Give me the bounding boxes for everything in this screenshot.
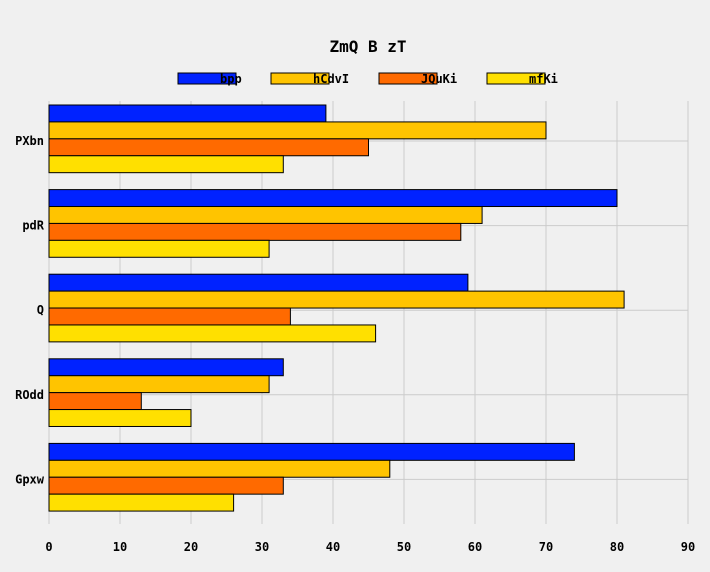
x-axis-ticks: 0 10 20 30 40 50 60 70 80 90 [45, 540, 695, 554]
bar-mfKi-ROdd [48, 409, 192, 427]
y-axis-ticks: PXbn pdR Q ROdd Gpxw [15, 134, 45, 486]
x-tick-label: 50 [397, 540, 411, 554]
y-tick-label: PXbn [15, 134, 44, 148]
bar-hCdvI-Gpxw [48, 459, 391, 478]
legend: bpp hCdvI JQuKi mfKi [177, 72, 558, 86]
y-tick-label: ROdd [15, 388, 44, 402]
bar-JQuKi-pdR [48, 222, 462, 241]
chart-title: ZmQ B zT [329, 37, 406, 56]
x-tick-label: 90 [681, 540, 695, 554]
x-tick-label: 20 [184, 540, 198, 554]
bar-hCdvI-Q [48, 290, 625, 309]
x-tick-label: 30 [255, 540, 269, 554]
bar-JQuKi-Gpxw [48, 476, 284, 495]
bar-hCdvI-ROdd [48, 375, 270, 394]
bar-JQuKi-PXbn [48, 138, 369, 157]
x-tick-label: 60 [468, 540, 482, 554]
legend-label-JQuKi: JQuKi [421, 72, 457, 86]
y-tick-label: Gpxw [15, 472, 45, 486]
bar-mfKi-Gpxw [48, 493, 235, 512]
y-tick-label: pdR [22, 219, 44, 233]
x-tick-label: 0 [45, 540, 52, 554]
x-tick-label: 80 [610, 540, 624, 554]
bar-mfKi-PXbn [48, 155, 284, 174]
bar-mfKi-pdR [48, 239, 270, 258]
legend-label-hCdvI: hCdvI [313, 72, 349, 86]
bar-bpp-Gpxw [48, 442, 575, 461]
bar-hCdvI-pdR [48, 206, 483, 224]
bar-hCdvI-PXbn [48, 121, 547, 140]
legend-label-mfKi: mfKi [529, 72, 558, 86]
x-tick-label: 40 [326, 540, 340, 554]
bar-bpp-pdR [48, 189, 618, 208]
x-tick-label: 10 [113, 540, 127, 554]
bars-group [48, 104, 625, 512]
legend-swatch-bpp [177, 72, 237, 85]
bar-bpp-PXbn [48, 104, 327, 123]
bar-mfKi-Q [48, 324, 377, 343]
legend-swatch-JQuKi [378, 72, 438, 85]
legend-label-bpp: bpp [220, 72, 242, 86]
legend-swatch-mfKi [486, 72, 546, 85]
bar-JQuKi-Q [48, 307, 291, 326]
bar-JQuKi-ROdd [48, 392, 142, 411]
y-tick-label: Q [37, 303, 44, 317]
x-tick-label: 70 [539, 540, 553, 554]
bar-bpp-ROdd [48, 358, 284, 377]
legend-swatch-hCdvI [270, 72, 330, 85]
bar-bpp-Q [48, 273, 469, 292]
